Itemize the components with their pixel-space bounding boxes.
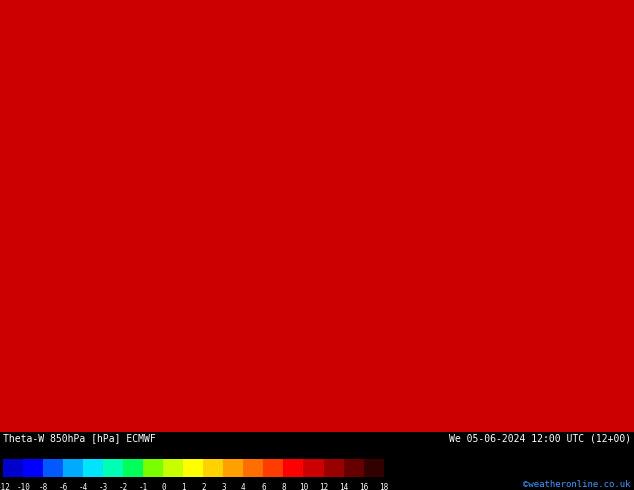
Bar bbox=[23, 459, 43, 477]
Bar bbox=[344, 459, 363, 477]
Text: We 05-06-2024 12:00 UTC (12+00): We 05-06-2024 12:00 UTC (12+00) bbox=[449, 433, 631, 443]
Text: 2: 2 bbox=[201, 483, 205, 490]
Text: 3: 3 bbox=[221, 483, 226, 490]
Text: -10: -10 bbox=[16, 483, 30, 490]
Text: -8: -8 bbox=[39, 483, 48, 490]
Text: 1: 1 bbox=[181, 483, 186, 490]
Text: Theta-W 850hPa [hPa] ECMWF: Theta-W 850hPa [hPa] ECMWF bbox=[3, 433, 156, 443]
Text: 14: 14 bbox=[339, 483, 348, 490]
Bar bbox=[143, 459, 164, 477]
Bar bbox=[243, 459, 264, 477]
Text: 4: 4 bbox=[241, 483, 246, 490]
Bar bbox=[63, 459, 83, 477]
Bar bbox=[223, 459, 243, 477]
Text: 10: 10 bbox=[299, 483, 308, 490]
Text: -12: -12 bbox=[0, 483, 10, 490]
Text: -1: -1 bbox=[139, 483, 148, 490]
Bar bbox=[183, 459, 204, 477]
Bar bbox=[123, 459, 143, 477]
Bar bbox=[363, 459, 384, 477]
Bar bbox=[83, 459, 103, 477]
Text: -4: -4 bbox=[79, 483, 88, 490]
Bar bbox=[283, 459, 304, 477]
Bar bbox=[304, 459, 323, 477]
Bar bbox=[204, 459, 223, 477]
Text: 8: 8 bbox=[281, 483, 286, 490]
Text: 12: 12 bbox=[319, 483, 328, 490]
Bar bbox=[164, 459, 183, 477]
Text: -2: -2 bbox=[119, 483, 128, 490]
Bar bbox=[3, 459, 23, 477]
Text: 16: 16 bbox=[359, 483, 368, 490]
Bar bbox=[323, 459, 344, 477]
Text: -3: -3 bbox=[99, 483, 108, 490]
Text: 6: 6 bbox=[261, 483, 266, 490]
Text: 18: 18 bbox=[379, 483, 388, 490]
Bar bbox=[264, 459, 283, 477]
Bar bbox=[43, 459, 63, 477]
Bar bbox=[103, 459, 123, 477]
Text: ©weatheronline.co.uk: ©weatheronline.co.uk bbox=[523, 480, 631, 489]
Text: -6: -6 bbox=[58, 483, 68, 490]
Text: 0: 0 bbox=[161, 483, 165, 490]
